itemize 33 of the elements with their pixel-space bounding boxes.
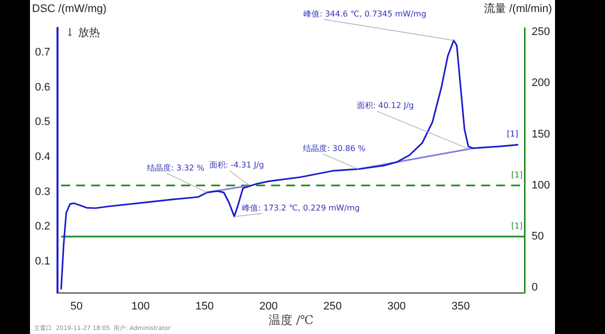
annotation: 面积: -4.31 J/g (209, 160, 264, 170)
x-tick-label: 200 (259, 300, 278, 312)
y-tick-label: 0.7 (34, 46, 50, 58)
annotation: 面积: 40.12 J/g (357, 101, 414, 110)
y-tick-label: 0.2 (34, 220, 50, 233)
annotation: 峰值: 344.6 ℃, 0.7345 mW/mg (304, 9, 426, 18)
y-tick-label: 0.1 (34, 255, 50, 268)
x-axis-title: 温度 /℃ (268, 313, 314, 327)
y2-tick-label: 0 (532, 282, 538, 294)
annotation: 结晶度: 30.86 % (303, 144, 366, 154)
y-axis-title: DSC /(mW/mg) (32, 3, 107, 15)
y-tick-label: 0.4 (34, 150, 50, 163)
annotation: ↓ 放热 (65, 26, 100, 39)
series-label: [1] (511, 222, 523, 231)
y2-tick-label: 200 (532, 77, 550, 90)
y2-tick-label: 100 (532, 179, 550, 192)
y2-axis-title: 流量 /(ml/min) (484, 2, 552, 15)
x-tick-label: 300 (387, 300, 406, 312)
x-tick-label: 50 (70, 300, 83, 312)
y-tick-label: 0.3 (34, 186, 50, 198)
series-label: [1] (506, 130, 518, 139)
y2-tick-label: 50 (532, 230, 544, 243)
y-tick-label: 0.6 (34, 81, 50, 94)
x-tick-label: 350 (451, 300, 470, 312)
y2-tick-label: 250 (532, 26, 550, 38)
annotation: 峰值: 173.2 ℃, 0.229 mW/mg (242, 203, 360, 212)
x-tick-label: 250 (323, 300, 342, 312)
x-tick-label: 150 (195, 300, 214, 312)
y-tick-label: 0.5 (34, 116, 50, 128)
y2-tick-label: 150 (532, 128, 550, 140)
series-label: [1] (511, 170, 523, 180)
annotation: 结晶度: 3.32 % (147, 163, 205, 172)
x-tick-label: 100 (131, 300, 150, 312)
